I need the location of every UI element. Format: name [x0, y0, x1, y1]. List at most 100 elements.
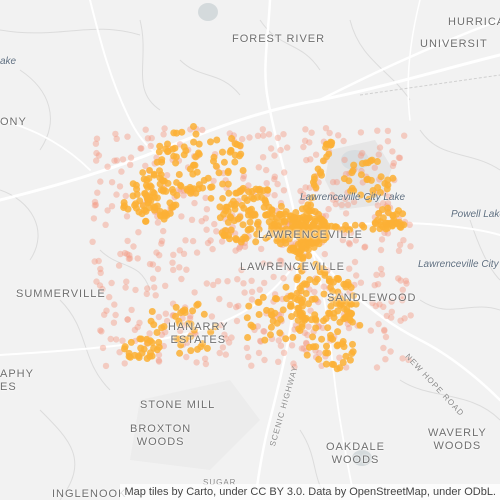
place-label-oakdale-woods: OAKDALE WOODS [326, 441, 385, 467]
map-point [148, 308, 156, 315]
map-point [324, 324, 332, 332]
map-point [241, 233, 249, 241]
map-point [389, 148, 396, 155]
map-point [397, 277, 404, 284]
map-point [300, 345, 307, 352]
map-point [226, 148, 234, 156]
map-point [228, 334, 235, 341]
map-point [207, 237, 214, 244]
map-point [399, 297, 406, 304]
map-point [91, 258, 98, 265]
map-point [263, 166, 270, 174]
map-point [172, 303, 180, 311]
map-point [195, 150, 203, 158]
map-point [390, 159, 397, 167]
map-point [146, 167, 154, 174]
water-label-lawrenceville-city: Lawrenceville City [418, 259, 499, 270]
map-point [352, 237, 359, 244]
map-point [377, 265, 385, 273]
map-point [273, 295, 281, 303]
map-point [321, 272, 329, 279]
map-point [172, 153, 180, 161]
map-point [305, 246, 312, 254]
map-point [108, 279, 115, 287]
map-point [245, 225, 253, 233]
map-point [238, 201, 246, 209]
map-point [345, 324, 353, 332]
map-point [182, 237, 189, 244]
map-point [102, 221, 109, 228]
map-point [345, 226, 352, 234]
map-point [388, 298, 395, 305]
map-point [375, 151, 382, 158]
map-point [267, 145, 275, 152]
map-point [134, 323, 141, 331]
map-point [255, 298, 263, 306]
map-point [383, 312, 390, 320]
map-point [144, 135, 152, 142]
map-point [288, 313, 295, 320]
map-point [332, 223, 339, 230]
map-point [270, 273, 277, 281]
map-point [188, 216, 196, 223]
map-point [382, 356, 389, 363]
map-point [346, 265, 353, 272]
map-point [241, 289, 248, 296]
map-point [340, 137, 347, 145]
map-point [322, 234, 330, 242]
map-attribution: Map tiles by Carto, under CC BY 3.0. Dat… [120, 484, 500, 500]
map-point [358, 222, 366, 229]
map-point [172, 201, 180, 209]
map-point [302, 126, 309, 133]
map-point [259, 126, 266, 133]
map-point [104, 163, 111, 170]
map-point [144, 339, 152, 347]
map-point [225, 339, 233, 346]
waverly-line-1: WAVERLY [428, 427, 487, 439]
map-point [276, 329, 284, 337]
map-point [323, 342, 330, 350]
map-point [117, 250, 124, 258]
map-point [224, 278, 231, 285]
map-point [361, 243, 369, 250]
map-point [316, 349, 323, 357]
map-point [161, 125, 168, 132]
map-point [219, 344, 227, 351]
map-point [95, 257, 102, 265]
map-point [169, 145, 177, 153]
map-point [233, 317, 241, 325]
map-point [187, 347, 195, 355]
map-point [311, 288, 318, 296]
map-point [147, 349, 154, 357]
map-point [122, 192, 129, 200]
map-point [248, 296, 256, 303]
place-label-hurrican: HURRICAN [448, 16, 500, 28]
place-label-summerville: SUMMERVILLE [16, 288, 106, 300]
map-point [183, 353, 190, 361]
map-point [277, 146, 284, 154]
map-point [200, 310, 208, 318]
map-point [177, 341, 185, 349]
map-point [222, 335, 230, 342]
map-point [225, 189, 233, 197]
map-point [123, 213, 131, 220]
map-point [357, 279, 365, 286]
map-point [265, 203, 273, 211]
map-point [245, 182, 252, 189]
map-point [187, 333, 194, 341]
map-point [175, 335, 183, 343]
map-point [378, 271, 386, 278]
map-point [275, 337, 282, 344]
water-label-powell-lake: Powell Lake [451, 209, 500, 220]
map-point [300, 143, 307, 151]
map-point [359, 149, 366, 157]
map-point [203, 344, 211, 352]
map-point [261, 356, 268, 364]
map-point [107, 335, 114, 343]
map-point [380, 303, 387, 310]
map-point [299, 255, 307, 263]
map-point [286, 264, 294, 272]
map-point [351, 221, 359, 229]
map-point [233, 303, 240, 311]
